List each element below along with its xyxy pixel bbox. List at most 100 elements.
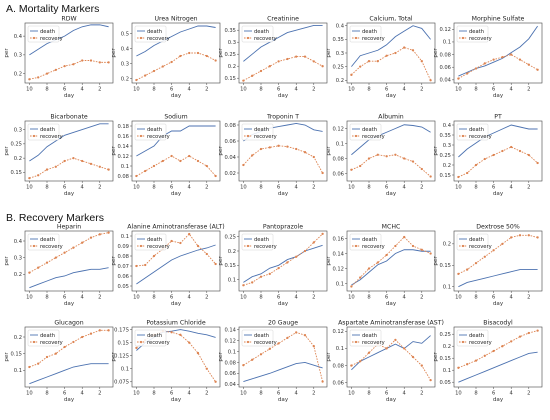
legend-label-death: death [469, 29, 484, 35]
x-tick-label: 10 [240, 87, 247, 93]
y-tick-label: 0.25 [439, 153, 451, 159]
data-point-recovery [54, 165, 57, 168]
x-tick-label: 4 [510, 295, 514, 301]
y-tick-label: 0.2 [228, 249, 236, 255]
data-point-recovery [527, 63, 530, 66]
data-point-recovery [152, 164, 156, 168]
data-point-recovery [376, 153, 379, 156]
chart-title: Sodium [164, 114, 187, 121]
data-point-recovery [295, 255, 298, 258]
x-axis-label: day [171, 93, 182, 99]
chart-20-gauge: 20 Gauge 0.04 0.06 0.08 0.1 0.12 0.14 10 8 6 4 2 day… [218, 320, 328, 403]
data-point-recovery [359, 360, 362, 363]
data-point-recovery [214, 174, 217, 178]
y-tick-label: 0.08 [117, 254, 129, 260]
data-point-recovery [510, 145, 513, 149]
y-tick-label: 0.3 [14, 255, 22, 261]
y-tick-label: 0.1 [443, 368, 451, 374]
x-tick-label: 10 [26, 87, 33, 93]
data-point-recovery [98, 329, 101, 332]
chart-bicarbonate: Bicarbonate 0.15 0.2 0.25 0.3 10 8 6 4 2 day per dea… [4, 114, 114, 197]
series-line-death [351, 249, 431, 286]
y-axis-label: per [218, 256, 224, 266]
x-tick-label: 10 [133, 185, 140, 191]
data-point-recovery [196, 159, 200, 163]
y-axis-label: per [433, 352, 439, 362]
y-tick-label: 0.2 [14, 335, 22, 341]
y-tick-label: 0.1 [443, 40, 451, 46]
y-tick-label: 0.2 [336, 78, 344, 84]
data-point-recovery [286, 336, 289, 340]
y-tick-label: 0.25 [10, 142, 22, 148]
data-point-recovery [277, 60, 280, 63]
data-point-recovery [268, 146, 271, 149]
data-point-recovery [196, 351, 200, 355]
x-tick-label: 8 [152, 295, 155, 301]
y-axis-label: per [433, 256, 439, 266]
data-point-recovery [170, 60, 173, 64]
y-tick-label: 0.4 [121, 46, 130, 52]
x-axis-label: day [171, 191, 182, 197]
y-tick-label: 0.06 [117, 274, 129, 280]
data-point-recovery [72, 246, 75, 249]
chart-title: Alanine Aminotransferase (ALT) [127, 224, 224, 231]
data-point-recovery [188, 51, 191, 55]
x-tick-label: 10 [348, 295, 355, 301]
data-point-recovery [536, 161, 539, 165]
data-point-recovery [466, 171, 469, 175]
series-line-recovery [243, 233, 323, 286]
x-tick-label: 4 [510, 185, 514, 191]
y-tick-label: 0.1 [121, 367, 129, 373]
data-point-recovery [63, 64, 66, 68]
chart-title: Morphine Sulfate [472, 16, 525, 23]
data-point-recovery [268, 347, 271, 350]
data-point-recovery [45, 72, 49, 75]
x-tick-label: 8 [259, 87, 262, 93]
x-tick-label: 10 [133, 295, 140, 301]
y-tick-label: 0.06 [224, 371, 236, 377]
data-point-recovery [37, 174, 40, 177]
data-point-recovery [188, 341, 191, 344]
series-line-recovery [458, 146, 538, 178]
data-point-recovery [54, 256, 57, 259]
series-line-death [136, 25, 216, 57]
y-tick-label: 0.12 [439, 27, 451, 33]
data-point-recovery [196, 244, 200, 248]
data-point-recovery [527, 153, 530, 157]
data-point-recovery [135, 346, 138, 350]
y-tick-label: 0.175 [114, 327, 129, 333]
y-tick-label: 0.08 [224, 123, 236, 129]
data-point-recovery [536, 329, 539, 332]
data-point-recovery [268, 272, 271, 276]
y-tick-label: 0.12 [117, 154, 129, 160]
x-tick-label: 6 [170, 87, 173, 93]
series-line-recovery [29, 157, 109, 179]
y-tick-label: 0.2 [14, 156, 22, 162]
legend-label-death: death [147, 333, 162, 339]
y-tick-label: 0.2 [14, 71, 22, 77]
series-line-death [458, 351, 538, 383]
y-tick-label: 0.14 [117, 144, 129, 150]
y-tick-label: 0.12 [332, 329, 344, 335]
x-tick-label: 6 [170, 185, 173, 191]
data-point-recovery [188, 154, 191, 158]
data-point-recovery [28, 176, 31, 180]
data-point-recovery [411, 355, 415, 359]
y-tick-label: 0.2 [443, 344, 451, 350]
chart-albumin: Albumin 0.06 0.08 0.1 0.12 10 8 6 4 2 day per deathr… [326, 114, 436, 197]
x-tick-label: 4 [81, 295, 85, 301]
chart-morphine-sulfate: Morphine Sulfate 0.04 0.06 0.08 0.1 0.12 10 8 6 4… [433, 16, 543, 99]
data-point-recovery [295, 331, 298, 334]
x-tick-label: 6 [385, 185, 388, 191]
data-point-recovery [144, 263, 147, 267]
x-tick-label: 8 [45, 185, 48, 191]
data-point-recovery [98, 61, 101, 64]
x-tick-label: 6 [63, 185, 66, 191]
data-point-recovery [501, 55, 504, 59]
data-point-recovery [411, 49, 415, 52]
y-tick-label: 0.3 [14, 53, 22, 59]
data-point-recovery [286, 261, 289, 264]
legend-label-recovery: recovery [254, 36, 277, 42]
chart-heparin: Heparin 0.2 0.3 0.4 10 8 6 4 2 day per deathrecover… [4, 224, 114, 307]
